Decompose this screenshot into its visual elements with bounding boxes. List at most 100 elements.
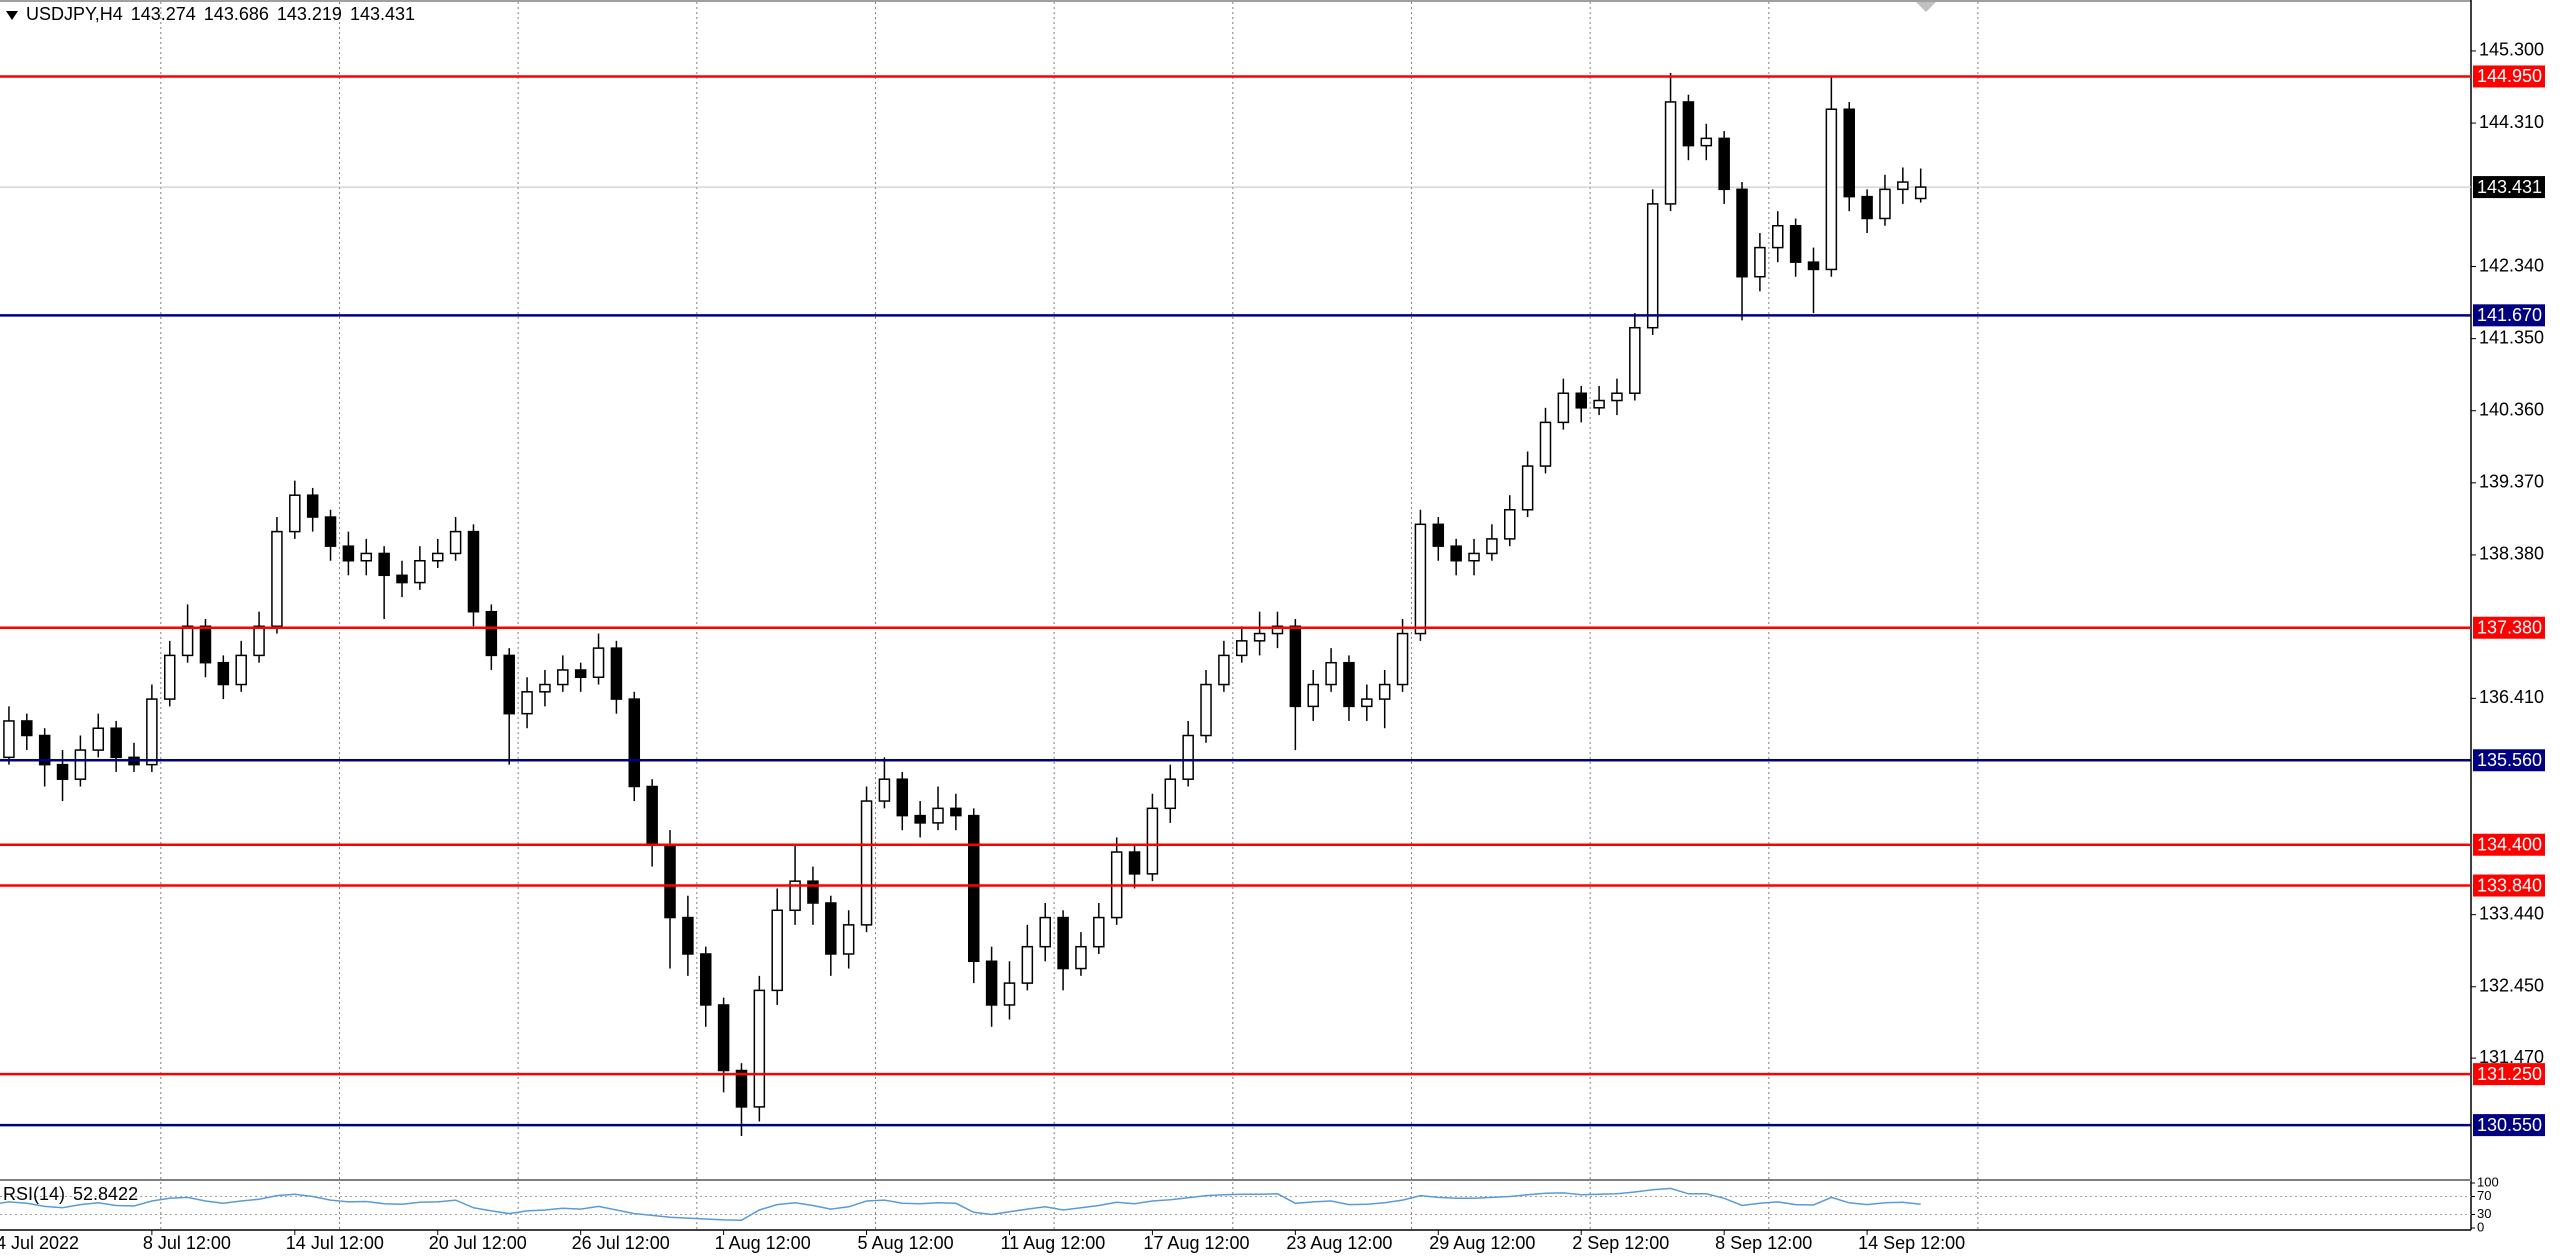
candle-body xyxy=(950,807,962,817)
x-tick-label: 2 Sep 12:00 xyxy=(1572,1233,1669,1253)
candle-body xyxy=(1432,523,1445,547)
x-tick-label: 14 Jul 12:00 xyxy=(286,1233,384,1253)
candle-body xyxy=(1807,261,1820,271)
candle-body xyxy=(467,530,480,613)
candle-body xyxy=(610,647,623,700)
candle-body xyxy=(1289,625,1302,708)
candle-body xyxy=(324,516,337,547)
candle-body xyxy=(1039,916,1051,948)
candle-body xyxy=(1128,851,1141,875)
candle-body xyxy=(199,625,212,664)
candle-body xyxy=(1504,509,1516,540)
level-label-box xyxy=(2473,304,2545,327)
candle-body xyxy=(521,691,533,715)
candle-body xyxy=(342,545,355,562)
level-label-box xyxy=(2473,749,2545,772)
level-label-box xyxy=(2473,616,2545,639)
candle-body xyxy=(1736,188,1748,278)
candle-body xyxy=(557,669,569,686)
x-tick-label: 26 Jul 12:00 xyxy=(572,1233,670,1253)
candle-body xyxy=(1450,545,1462,562)
menu-triangle xyxy=(6,10,18,20)
x-tick-label: 1 Aug 12:00 xyxy=(715,1233,811,1253)
candle-body xyxy=(1325,661,1337,686)
candle-body xyxy=(1003,982,1016,1006)
y-tick-label: 140.360 xyxy=(2479,399,2544,419)
candle-body xyxy=(1539,421,1552,467)
y-tick-label: 145.300 xyxy=(2479,40,2544,60)
candle-body xyxy=(789,880,801,912)
candle-body xyxy=(1629,326,1641,394)
rsi-tick-label: 30 xyxy=(2477,1206,2491,1221)
y-tick-label: 132.450 xyxy=(2479,975,2544,995)
low-value: 143.219 xyxy=(276,4,342,24)
candle-body xyxy=(1611,392,1623,402)
y-tick-label: 136.410 xyxy=(2479,687,2544,707)
level-label-box xyxy=(2473,1063,2545,1086)
candle-body xyxy=(1682,101,1695,147)
candle-body xyxy=(1307,683,1319,708)
candle-body xyxy=(485,610,498,657)
x-tick-label: 29 Aug 12:00 xyxy=(1429,1233,1535,1253)
candle-body xyxy=(1664,101,1677,205)
candle-body xyxy=(1879,188,1891,220)
candle-body xyxy=(1700,137,1713,147)
candle-body xyxy=(1575,392,1587,409)
candle-body xyxy=(378,552,390,577)
x-tick-label: 8 Sep 12:00 xyxy=(1715,1233,1812,1253)
candle-body xyxy=(56,763,69,780)
level-label: 137.380 xyxy=(2477,617,2542,637)
rsi-tick-label: 0 xyxy=(2477,1219,2484,1234)
candle-body xyxy=(449,530,462,555)
candle-body xyxy=(1414,523,1427,635)
candle-body xyxy=(1253,632,1266,642)
candle-body xyxy=(1021,945,1034,984)
candle-body xyxy=(1164,778,1177,810)
candle-body xyxy=(21,720,33,737)
y-tick-label: 141.350 xyxy=(2479,327,2544,347)
candle-body xyxy=(38,734,51,766)
x-tick-label: 17 Aug 12:00 xyxy=(1143,1233,1249,1253)
candle-body xyxy=(181,625,194,657)
high-value: 143.686 xyxy=(203,4,269,24)
candle-body xyxy=(628,698,641,788)
rsi-value: 52.8422 xyxy=(73,1184,138,1204)
candle-body xyxy=(1825,108,1838,271)
y-tick-label: 142.340 xyxy=(2479,255,2544,275)
candle-body xyxy=(1236,640,1248,657)
chart-header: USDJPY,H4 143.274 143.686 143.219 143.431 xyxy=(6,4,423,25)
candle-body xyxy=(1057,916,1069,970)
y-tick-label: 144.310 xyxy=(2479,112,2544,132)
rsi-line xyxy=(0,1187,1921,1222)
candle-body xyxy=(1093,916,1105,948)
level-label-box xyxy=(2473,1114,2545,1137)
symbol: USDJPY,H4 xyxy=(26,4,123,24)
candle-body xyxy=(74,749,87,780)
candle-body xyxy=(1200,683,1212,737)
close-value: 143.431 xyxy=(349,4,416,24)
level-label: 130.550 xyxy=(2477,1115,2542,1135)
candle-body xyxy=(1646,203,1659,329)
candle-body xyxy=(682,916,694,955)
candle-body xyxy=(842,924,855,955)
candle-body xyxy=(1468,552,1480,562)
candle-body xyxy=(878,778,891,802)
x-tick-label: 4 Jul 2022 xyxy=(0,1233,79,1253)
candle-body xyxy=(217,661,230,686)
candle-body xyxy=(735,1069,748,1108)
candle-body xyxy=(664,843,676,919)
candle-body xyxy=(3,720,15,759)
candle-body xyxy=(163,654,176,700)
candle-body xyxy=(92,727,105,751)
candle-body xyxy=(1361,698,1373,708)
level-label: 144.950 xyxy=(2477,66,2542,86)
candle-body xyxy=(1146,807,1159,875)
candle-body xyxy=(414,559,426,584)
candle-body xyxy=(1772,225,1784,249)
candle-body xyxy=(360,552,373,562)
x-tick-label: 5 Aug 12:00 xyxy=(858,1233,954,1253)
candle-body xyxy=(825,902,837,955)
open-value: 143.274 xyxy=(130,4,196,24)
candle-body xyxy=(592,647,605,679)
x-tick-label: 8 Jul 12:00 xyxy=(143,1233,231,1253)
